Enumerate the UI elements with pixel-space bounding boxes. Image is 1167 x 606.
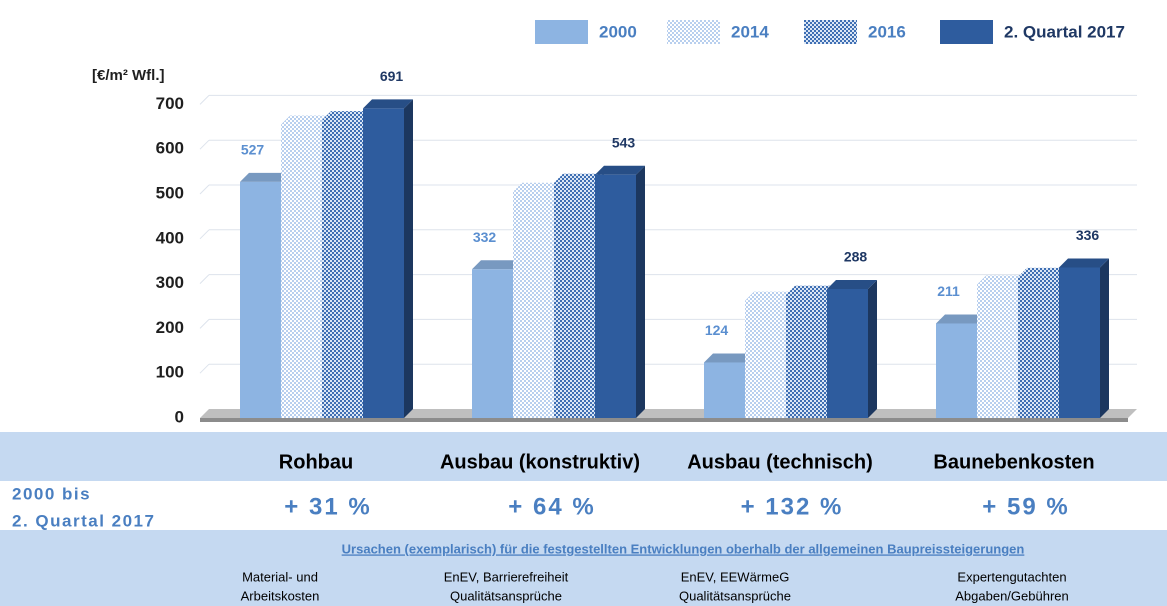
- cause-text: EnEV, EEWärmeG: [681, 569, 790, 584]
- legend-label: 2016: [868, 22, 906, 41]
- bar-top: [513, 182, 563, 192]
- y-tick-label: 600: [156, 139, 184, 158]
- bar: [786, 294, 827, 418]
- change-label: 2000 bis: [12, 484, 91, 503]
- bar: [936, 323, 977, 418]
- grid-line: [199, 184, 210, 195]
- y-tick-label: 500: [156, 183, 184, 202]
- data-label: 124: [705, 322, 729, 338]
- floor: [200, 409, 1137, 418]
- y-tick-label: 700: [156, 94, 184, 113]
- bar: [363, 108, 404, 418]
- bar: [240, 181, 281, 418]
- legend-swatch: [940, 20, 993, 44]
- change-value: + 31 %: [284, 493, 371, 520]
- bar-top: [936, 314, 986, 324]
- causes-row: [0, 530, 1167, 606]
- legend-swatch: [804, 20, 857, 44]
- bar-top: [977, 275, 1027, 285]
- floor-edge: [200, 418, 1128, 422]
- y-axis-label: [€/m² Wfl.]: [92, 67, 165, 84]
- data-label: 691: [380, 68, 404, 84]
- y-tick-label: 300: [156, 273, 184, 292]
- grid-line: [199, 319, 210, 329]
- grid-line: [199, 363, 210, 374]
- data-label: 288: [844, 249, 868, 265]
- bar-side: [1100, 258, 1109, 418]
- change-value: + 59 %: [982, 493, 1069, 520]
- data-label: 527: [241, 142, 265, 158]
- y-tick-label: 0: [175, 407, 184, 426]
- change-value: + 64 %: [508, 493, 595, 520]
- grid-line: [199, 95, 210, 105]
- cause-text: Qualitätsansprüche: [679, 588, 791, 603]
- bar-top: [281, 115, 331, 125]
- bar: [472, 269, 513, 418]
- category-label: Rohbau: [279, 451, 353, 473]
- bar: [281, 124, 322, 418]
- data-label: 211: [937, 283, 960, 299]
- bar-top: [322, 111, 372, 121]
- bar: [595, 174, 636, 418]
- bar: [977, 284, 1018, 418]
- bar: [1059, 267, 1100, 418]
- data-label: 332: [473, 229, 497, 245]
- change-label: 2. Quartal 2017: [12, 511, 155, 530]
- bar: [513, 191, 554, 418]
- data-label: 543: [612, 134, 636, 150]
- bar: [745, 300, 786, 418]
- grid-line: [199, 229, 210, 240]
- legend-label: 2. Quartal 2017: [1004, 22, 1125, 41]
- bar-top: [554, 173, 604, 183]
- category-label: Ausbau (konstruktiv): [440, 451, 640, 473]
- bar: [1018, 276, 1059, 418]
- bar-top: [745, 291, 795, 301]
- cause-text: EnEV, Barrierefreiheit: [444, 569, 569, 584]
- bar: [554, 182, 595, 418]
- bar-top: [472, 260, 522, 270]
- data-label: 336: [1076, 227, 1100, 243]
- grid-line: [199, 139, 210, 150]
- bar-side: [636, 165, 645, 418]
- y-tick-label: 200: [156, 318, 184, 337]
- bar-top: [1018, 267, 1068, 277]
- y-tick-label: 400: [156, 228, 184, 247]
- grid-line: [199, 274, 210, 284]
- cause-text: Material- und: [242, 569, 318, 584]
- bar-top: [827, 279, 877, 289]
- causes-title: Ursachen (exemplarisch) für die festgest…: [342, 541, 1025, 556]
- change-value: + 132 %: [741, 493, 844, 520]
- bar-top: [1059, 258, 1109, 268]
- legend-label: 2014: [731, 22, 769, 41]
- bar-top: [363, 99, 413, 109]
- legend-label: 2000: [599, 22, 637, 41]
- cause-text: Abgaben/Gebühren: [955, 588, 1068, 603]
- bar-side: [404, 99, 413, 418]
- cause-text: Arbeitskosten: [241, 588, 320, 603]
- category-label: Ausbau (technisch): [687, 451, 873, 473]
- bar-top: [704, 353, 754, 363]
- bar-top: [786, 285, 836, 295]
- legend-swatch: [535, 20, 588, 44]
- bar: [827, 288, 868, 418]
- cause-text: Expertengutachten: [957, 569, 1066, 584]
- bar-top: [240, 172, 290, 182]
- header-row: [0, 432, 1167, 482]
- cause-text: Qualitätsansprüche: [450, 588, 562, 603]
- category-label: Baunebenkosten: [933, 451, 1094, 473]
- bar-top: [595, 165, 645, 175]
- y-tick-label: 100: [156, 363, 184, 382]
- bar: [322, 120, 363, 418]
- bar: [704, 362, 745, 418]
- bar-side: [868, 279, 877, 418]
- legend-swatch: [667, 20, 720, 44]
